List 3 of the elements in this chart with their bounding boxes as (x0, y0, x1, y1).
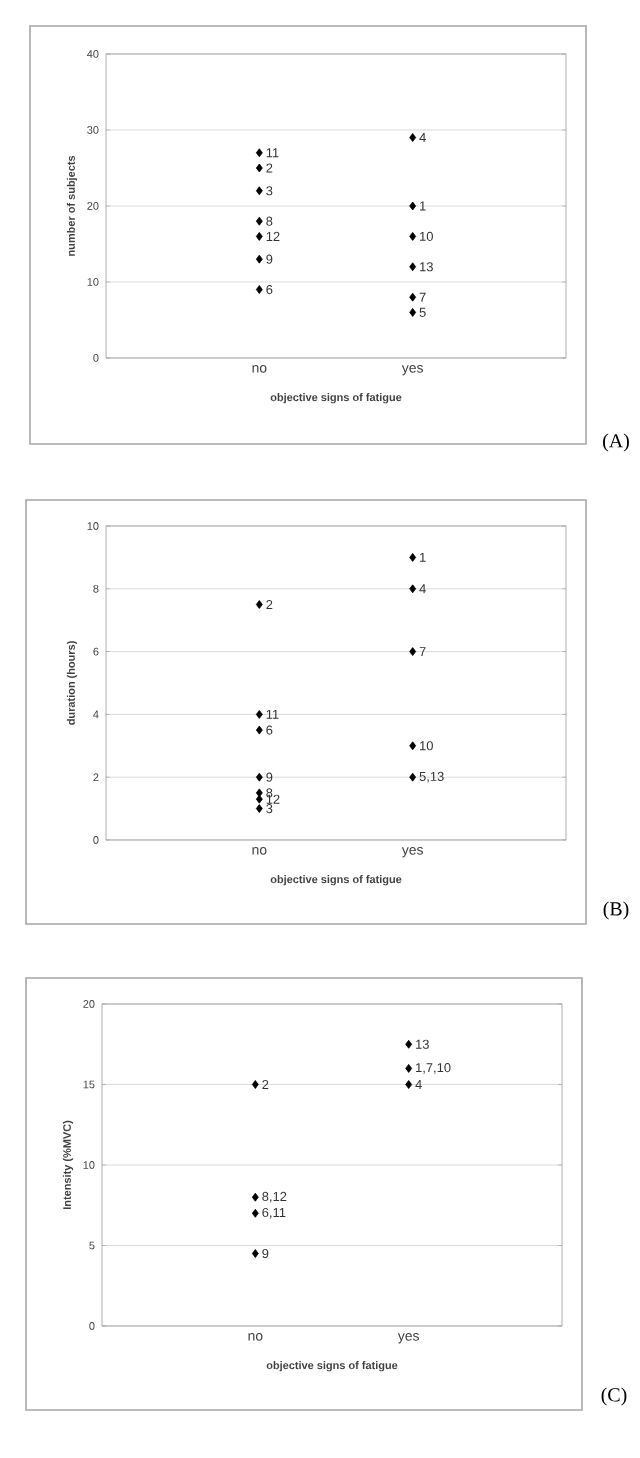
text: (A) (603, 433, 629, 452)
text: (C) (601, 1387, 627, 1406)
text: (B) (603, 901, 629, 920)
